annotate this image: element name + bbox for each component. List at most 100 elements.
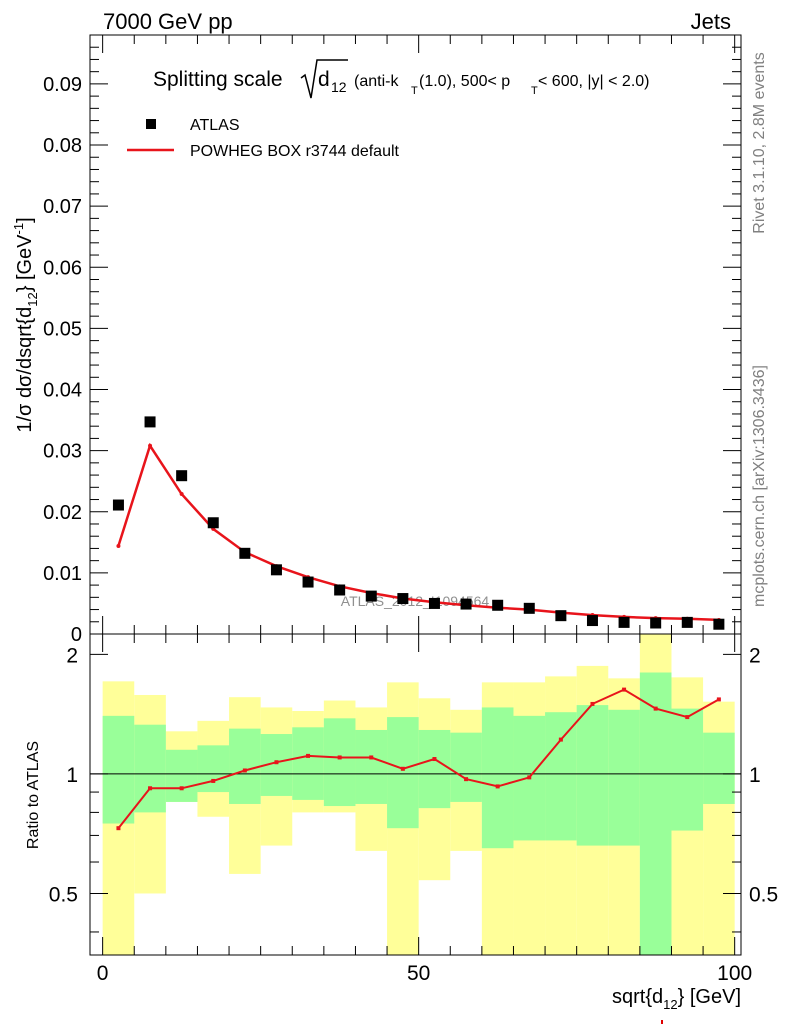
atlas-data-point: [428, 597, 440, 609]
ratio-axis-ticks: [90, 634, 741, 955]
main-axis-ticks: [90, 35, 741, 635]
ratio-mc-line: [117, 688, 720, 829]
inner-band-bin: [387, 717, 419, 829]
ratio-point: [179, 786, 184, 791]
ratio-y-tick-label-right: 1: [749, 764, 761, 787]
ratio-point: [337, 755, 342, 760]
inner-band-bin: [545, 712, 577, 841]
atlas-data-point: [207, 517, 219, 529]
ratio-point: [148, 786, 153, 791]
ratio-y-tick-labels-left: 0.5 1 2: [49, 644, 78, 906]
title-prefix: Splitting scale: [153, 68, 283, 91]
xlabel-text: sqrt{d: [612, 986, 663, 1008]
ratio-point: [558, 737, 563, 742]
ratio-point: [685, 715, 690, 720]
ratio-point: [622, 687, 627, 692]
ratio-point: [495, 784, 500, 789]
ratio-y-axis-label: Ratio to ATLAS: [25, 741, 42, 849]
inner-band-bin: [165, 749, 198, 802]
mc-point: [148, 443, 153, 448]
ratio-point: [369, 755, 374, 760]
inner-band-bin: [323, 718, 356, 807]
ratio-x-tick-label: 0: [97, 962, 109, 985]
title-paren-mid: (1.0), 500< p: [419, 73, 510, 90]
inner-band-bin: [576, 705, 609, 846]
ratio-x-tick-label: 100: [717, 962, 752, 985]
inner-band-bin: [355, 729, 388, 804]
atlas-data-point: [302, 576, 314, 588]
ratio-point: [590, 701, 595, 706]
ratio-point: [527, 775, 532, 780]
inner-band-bin: [608, 709, 640, 846]
atlas-data-point: [112, 499, 124, 511]
title-paren-end: < 600, |y| < 2.0): [538, 73, 650, 90]
main-y-tick-label: 0.02: [43, 502, 82, 524]
svg-text:sqrt{d12} [GeV]: sqrt{d12} [GeV]: [612, 986, 741, 1012]
ratio-y-tick-label: 2: [66, 644, 78, 667]
atlas-data-point: [681, 616, 693, 628]
ratio-plot-frame: [89, 633, 742, 956]
ratio-x-tick-labels: 0 50 100: [97, 962, 752, 985]
inner-band-bin: [102, 715, 135, 824]
ylabel-main-tail: } [GeV: [14, 234, 36, 292]
ratio-plot-panel: 0.512 0.512 0 50 100 Ratio to ATLAS sqrt{d…: [25, 633, 778, 1012]
x-axis-label: sqrt{d12} [GeV]: [612, 986, 741, 1012]
ratio-y-tick-labels-right: 0.5 1 2: [749, 644, 778, 906]
main-plot-frame: [89, 34, 742, 635]
main-y-tick-label: 0.09: [43, 74, 82, 96]
atlas-data-point: [713, 618, 725, 630]
ratio-point: [653, 706, 658, 711]
mc-point: [116, 543, 121, 548]
title-paren-start: (anti-k: [354, 73, 399, 90]
ratio-point: [400, 766, 405, 771]
header-left-label: 7000 GeV pp: [103, 9, 233, 34]
main-y-tick-label: 0.05: [43, 318, 82, 340]
atlas-data-point: [492, 599, 504, 611]
atlas-data-markers: [112, 416, 725, 630]
ratio-point: [211, 778, 216, 783]
svg-text:1/σ dσ/dsqrt{d12} [GeV-1]: 1/σ dσ/dsqrt{d12} [GeV-1]: [11, 217, 40, 432]
ratio-point: [242, 768, 247, 773]
inner-band-bin: [229, 728, 261, 804]
inner-band-bin: [671, 708, 704, 831]
legend: ATLAS POWHEG BOX r3744 default: [127, 117, 400, 160]
main-y-tick-label: 0: [71, 624, 82, 646]
chart-title: Splitting scale d 12 (anti-k T (1.0), 50…: [153, 59, 650, 99]
inner-band-bin: [292, 727, 324, 800]
atlas-data-point: [144, 416, 156, 428]
ratio-point: [116, 826, 121, 831]
atlas-data-point: [460, 598, 472, 610]
main-y-tick-label: 0.04: [43, 380, 82, 402]
ratio-y-tick-label-right: 2: [749, 644, 761, 667]
legend-label-mc: POWHEG BOX r3744 default: [190, 143, 400, 160]
legend-marker-atlas: [146, 119, 156, 129]
inner-band-bin: [703, 732, 735, 804]
ratio-point: [306, 753, 311, 758]
sqrt-symbol: [300, 59, 348, 99]
xlabel-tail: } [GeV]: [678, 986, 741, 1008]
mc-point: [179, 492, 184, 497]
atlas-data-point: [555, 610, 567, 622]
atlas-data-point: [618, 616, 630, 628]
ratio-point: [274, 760, 279, 765]
rivet-version-label: Rivet 3.1.10, 2.8M events: [751, 52, 768, 233]
ratio-point: [716, 697, 721, 702]
atlas-data-point: [334, 584, 346, 596]
main-y-tick-label: 0.07: [43, 196, 82, 218]
inner-band-bin: [481, 707, 514, 849]
atlas-data-point: [523, 602, 535, 614]
title-k-sub: T: [411, 85, 418, 97]
inner-band-bin: [639, 672, 672, 955]
ratio-x-tick-label: 50: [407, 962, 430, 985]
title-d-base: d: [318, 68, 330, 91]
atlas-data-point: [397, 593, 409, 605]
atlas-data-point: [270, 564, 282, 576]
legend-label-atlas: ATLAS: [190, 117, 240, 134]
main-y-tick-labels: 0 0.01 0.02 0.03 0.04 0.05 0.06 0.07 0.08 0.09: [43, 74, 82, 646]
atlas-data-point: [650, 617, 662, 629]
ylabel-main-text: 1/σ dσ/dsqrt{d: [14, 307, 36, 433]
main-y-tick-label: 0.08: [43, 135, 82, 157]
mc-prediction-line: [117, 442, 719, 622]
inner-band-bin: [197, 745, 230, 793]
